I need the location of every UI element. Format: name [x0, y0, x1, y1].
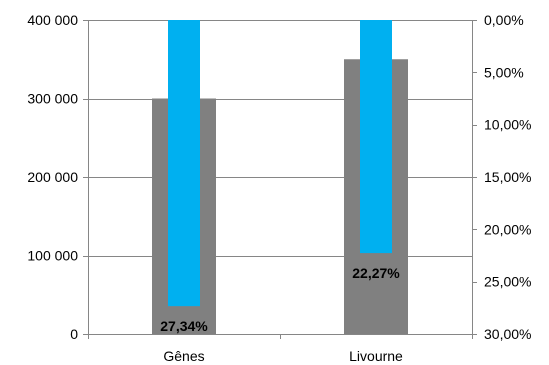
- data-label: 22,27%: [352, 265, 400, 281]
- right-tick-label: 30,00%: [484, 326, 531, 342]
- percentage-bars: [168, 20, 392, 307]
- category-label: Livourne: [349, 348, 403, 364]
- left-tick-label: 100 000: [27, 248, 78, 264]
- pct-bar-livourne: [360, 20, 392, 254]
- right-axis-tick-labels: 0,00% 5,00% 10,00% 15,00% 20,00% 25,00% 30,00%: [484, 12, 531, 342]
- right-tick-label: 10,00%: [484, 117, 531, 133]
- left-tick-label: 400 000: [27, 12, 78, 28]
- right-tick-label: 15,00%: [484, 169, 531, 185]
- left-tick-label: 0: [70, 326, 78, 342]
- category-labels: Gênes Livourne: [163, 348, 403, 364]
- right-tick-label: 0,00%: [484, 12, 524, 28]
- left-axis-tick-labels: 0 100 000 200 000 300 000 400 000: [27, 12, 78, 342]
- axes: [83, 20, 477, 339]
- left-tick-label: 200 000: [27, 169, 78, 185]
- data-label: 27,34%: [160, 318, 208, 334]
- pct-bar-gênes: [168, 20, 200, 307]
- data-labels: 27,34% 22,27%: [160, 265, 400, 334]
- right-tick-label: 25,00%: [484, 274, 531, 290]
- left-tick-label: 300 000: [27, 91, 78, 107]
- gridlines: [88, 20, 472, 335]
- category-label: Gênes: [163, 348, 204, 364]
- right-tick-label: 5,00%: [484, 64, 524, 80]
- right-tick-label: 20,00%: [484, 221, 531, 237]
